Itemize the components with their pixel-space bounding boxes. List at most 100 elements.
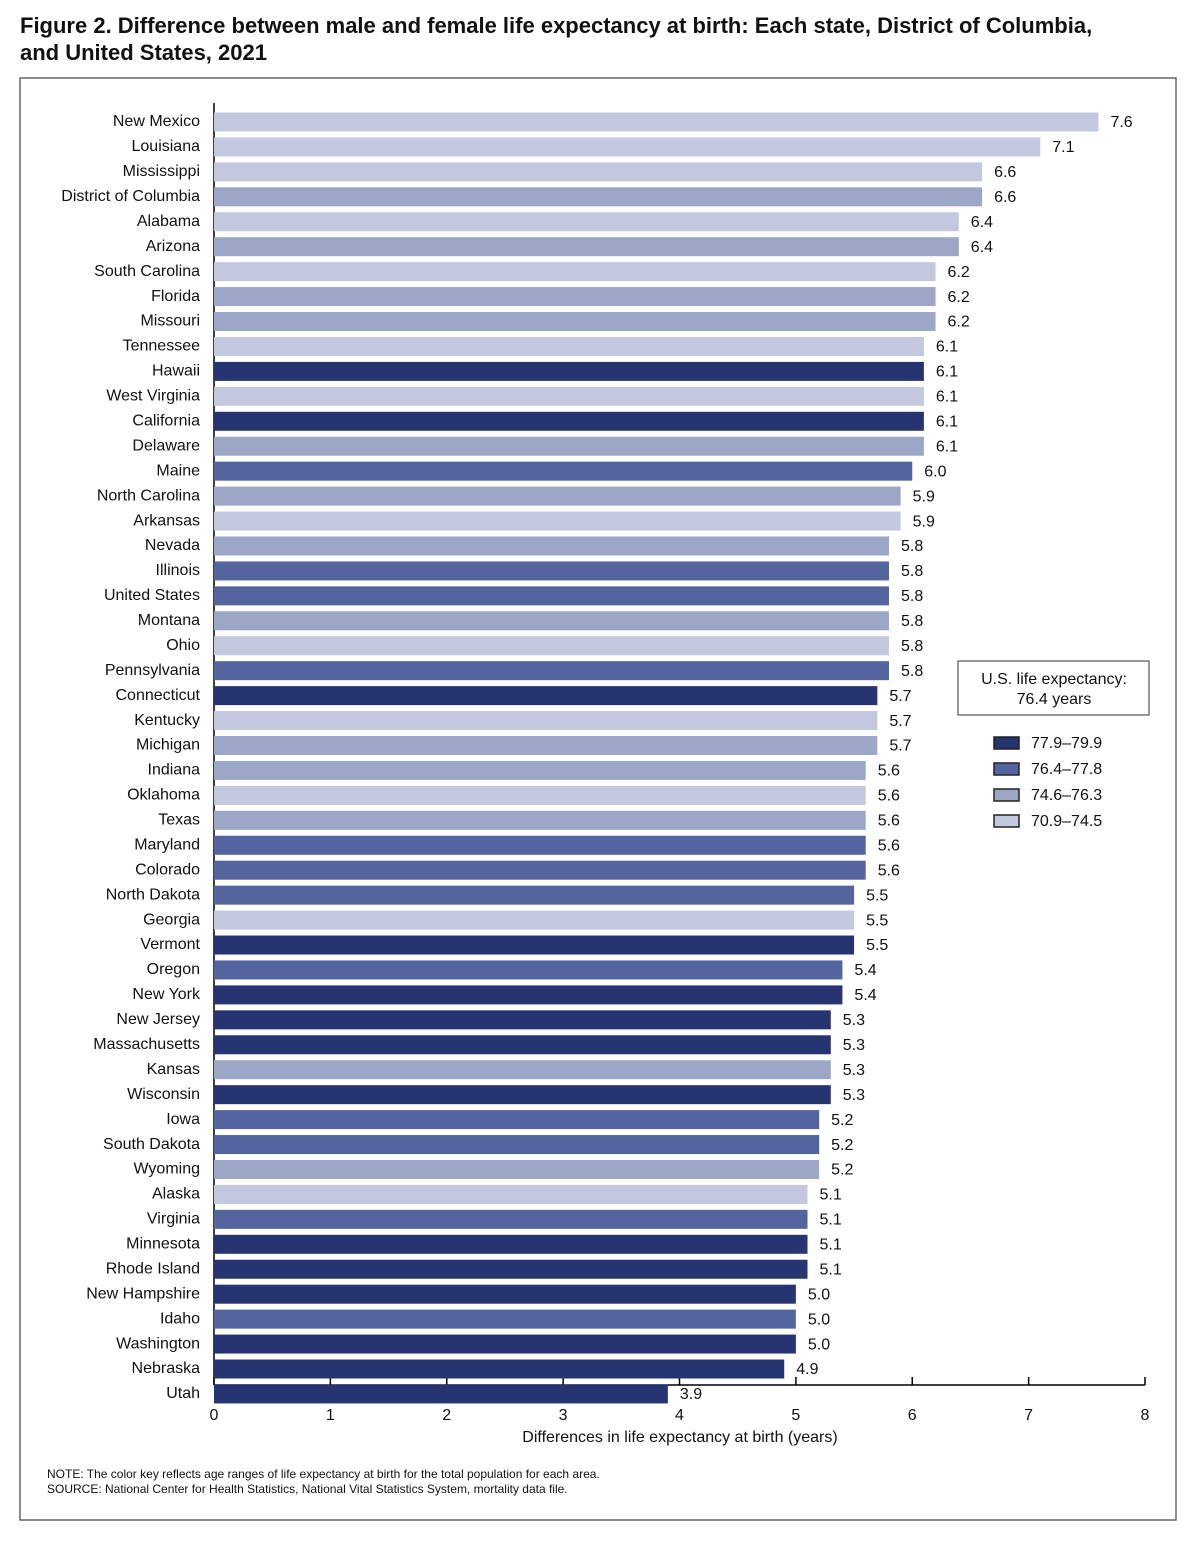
value-label: 6.2 — [948, 264, 970, 281]
value-label: 5.0 — [808, 1311, 830, 1328]
legend-label: 74.6–76.3 — [1031, 787, 1102, 804]
bar — [214, 112, 1099, 132]
y-tick-label: Alabama — [137, 213, 200, 230]
source: SOURCE: National Center for Health Stati… — [47, 1482, 568, 1496]
value-label: 5.1 — [820, 1187, 842, 1204]
legend-label: 76.4–77.8 — [1031, 761, 1102, 778]
x-axis-label: Differences in life expectancy at birth … — [522, 1429, 837, 1446]
value-label: 6.1 — [936, 339, 958, 356]
value-label: 5.8 — [901, 563, 923, 580]
bar — [214, 661, 889, 681]
value-label: 5.4 — [854, 987, 876, 1004]
legend-swatch — [993, 814, 1020, 828]
y-tick-label: California — [132, 412, 200, 429]
y-tick-label: Colorado — [135, 861, 200, 878]
y-tick-label: Ohio — [166, 637, 200, 654]
value-label: 5.6 — [878, 763, 900, 780]
x-tick-label: 6 — [908, 1407, 917, 1424]
value-label: 5.6 — [878, 837, 900, 854]
y-tick-label: Texas — [158, 812, 200, 829]
bar — [214, 985, 843, 1005]
bar — [214, 386, 924, 406]
y-tick-label: Illinois — [156, 562, 200, 579]
bar — [214, 760, 866, 780]
value-label: 6.2 — [948, 314, 970, 331]
bar — [214, 137, 1041, 157]
bar — [214, 860, 866, 880]
value-label: 6.1 — [936, 364, 958, 381]
bar — [214, 1135, 820, 1155]
value-label: 5.8 — [901, 588, 923, 605]
legend-label: 77.9–79.9 — [1031, 735, 1102, 752]
x-tick-label: 1 — [326, 1407, 335, 1424]
bar — [214, 536, 889, 556]
y-tick-label: Alaska — [152, 1186, 200, 1203]
x-tick-label: 2 — [442, 1407, 451, 1424]
y-tick-label: Kentucky — [134, 712, 200, 729]
value-label: 6.4 — [971, 214, 993, 231]
x-tick-label: 5 — [791, 1407, 800, 1424]
bar — [214, 935, 855, 955]
y-tick-label: North Carolina — [97, 487, 200, 504]
legend-title: 76.4 years — [1017, 691, 1092, 708]
y-tick-label: South Dakota — [103, 1136, 200, 1153]
value-label: 5.3 — [843, 1087, 865, 1104]
value-label: 5.5 — [866, 887, 888, 904]
bar — [214, 686, 878, 706]
value-label: 5.0 — [808, 1286, 830, 1303]
y-tick-label: Missouri — [140, 313, 200, 330]
x-tick-label: 8 — [1141, 1407, 1150, 1424]
bar — [214, 336, 924, 356]
value-label: 5.3 — [843, 1037, 865, 1054]
bar — [214, 187, 983, 207]
bar — [214, 1384, 668, 1404]
bar — [214, 461, 913, 481]
y-tick-label: Virginia — [147, 1211, 200, 1228]
y-tick-label: Connecticut — [116, 687, 201, 704]
legend-swatch — [993, 762, 1020, 776]
value-label: 3.9 — [680, 1386, 702, 1403]
value-label: 5.2 — [831, 1112, 853, 1129]
bar — [214, 1035, 831, 1055]
value-label: 6.1 — [936, 389, 958, 406]
x-tick-label: 7 — [1024, 1407, 1033, 1424]
note: NOTE: The color key reflects age ranges … — [47, 1467, 600, 1481]
legend-swatch — [993, 788, 1020, 802]
value-label: 5.8 — [901, 613, 923, 630]
frame — [19, 77, 1177, 1521]
value-label: 5.6 — [878, 813, 900, 830]
bar — [214, 1060, 831, 1080]
bar — [214, 1110, 820, 1130]
x-tick-label: 4 — [675, 1407, 684, 1424]
value-label: 5.8 — [901, 638, 923, 655]
bar — [214, 436, 924, 456]
bar — [214, 1159, 820, 1179]
y-tick-label: Hawaii — [152, 363, 200, 380]
value-label: 5.1 — [820, 1261, 842, 1278]
y-tick-label: Massachusetts — [93, 1036, 200, 1053]
y-tick-label: Indiana — [148, 762, 201, 779]
y-tick-label: West Virginia — [106, 388, 200, 405]
y-tick-label: Michigan — [136, 737, 200, 754]
y-tick-label: Louisiana — [132, 138, 201, 155]
value-label: 4.9 — [796, 1361, 818, 1378]
value-label: 5.1 — [820, 1237, 842, 1254]
y-tick-label: Delaware — [132, 437, 200, 454]
bar — [214, 262, 936, 282]
value-label: 5.8 — [901, 663, 923, 680]
legend-box — [957, 660, 1150, 716]
bar — [214, 1359, 785, 1379]
bar — [214, 835, 866, 855]
y-tick-label: Tennessee — [123, 338, 200, 355]
value-label: 6.6 — [994, 164, 1016, 181]
y-tick-label: Nebraska — [132, 1360, 201, 1377]
value-label: 5.3 — [843, 1012, 865, 1029]
x-tick-label: 3 — [559, 1407, 568, 1424]
bar — [214, 1334, 796, 1354]
bar — [214, 711, 878, 731]
value-label: 5.9 — [913, 488, 935, 505]
bar — [214, 287, 936, 307]
bar — [214, 1284, 796, 1304]
